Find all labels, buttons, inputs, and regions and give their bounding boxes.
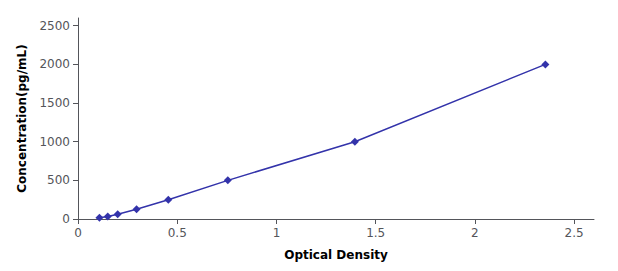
svg-text:Concentration(pg/mL): Concentration(pg/mL): [15, 44, 29, 192]
svg-text:0: 0: [74, 226, 82, 240]
svg-text:2.5: 2.5: [565, 226, 584, 240]
svg-text:1.5: 1.5: [366, 226, 385, 240]
svg-text:0.5: 0.5: [168, 226, 187, 240]
svg-text:2: 2: [471, 226, 479, 240]
svg-text:2500: 2500: [39, 19, 70, 33]
svg-text:Optical Density: Optical Density: [284, 248, 388, 262]
svg-text:2000: 2000: [39, 57, 70, 71]
svg-text:1: 1: [273, 226, 281, 240]
svg-text:1000: 1000: [39, 135, 70, 149]
svg-text:0: 0: [62, 212, 70, 226]
svg-text:500: 500: [47, 173, 70, 187]
svg-text:1500: 1500: [39, 96, 70, 110]
